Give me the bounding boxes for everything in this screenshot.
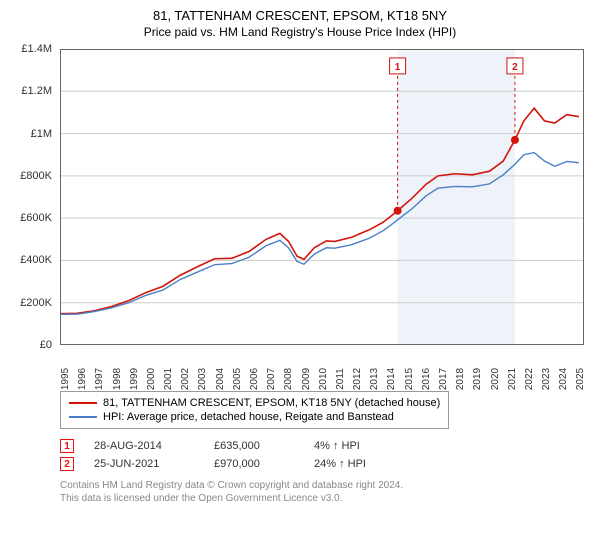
x-tick-label: 1999	[129, 368, 135, 390]
legend-label: HPI: Average price, detached house, Reig…	[103, 411, 394, 423]
chart-container: 81, TATTENHAM CRESCENT, EPSOM, KT18 5NY …	[0, 0, 600, 560]
legend: 81, TATTENHAM CRESCENT, EPSOM, KT18 5NY …	[60, 391, 449, 429]
x-tick-label: 2021	[507, 368, 513, 390]
x-tick-label: 2013	[369, 368, 375, 390]
transaction-marker: 2	[60, 457, 74, 471]
x-tick-label: 2009	[301, 368, 307, 390]
x-tick-label: 2025	[575, 368, 581, 390]
legend-label: 81, TATTENHAM CRESCENT, EPSOM, KT18 5NY …	[103, 397, 440, 409]
legend-item: 81, TATTENHAM CRESCENT, EPSOM, KT18 5NY …	[69, 396, 440, 410]
x-tick-label: 2022	[524, 368, 530, 390]
y-tick-label: £1M	[31, 128, 52, 140]
y-tick-label: £200K	[20, 297, 52, 309]
y-axis: £0£200K£400K£600K£800K£1M£1.2M£1.4M	[12, 45, 56, 345]
x-tick-label: 2012	[352, 368, 358, 390]
y-tick-label: £400K	[20, 254, 52, 266]
y-tick-label: £1.4M	[21, 43, 52, 55]
x-tick-label: 2016	[421, 368, 427, 390]
legend-swatch	[69, 416, 97, 418]
x-tick-label: 2000	[146, 368, 152, 390]
transaction-date: 28-AUG-2014	[94, 440, 194, 452]
x-tick-label: 2018	[455, 368, 461, 390]
transaction-marker: 1	[60, 439, 74, 453]
x-tick-label: 2001	[163, 368, 169, 390]
svg-text:1: 1	[395, 62, 401, 73]
x-tick-label: 2006	[249, 368, 255, 390]
x-tick-label: 2023	[541, 368, 547, 390]
plot-svg: 12	[60, 49, 584, 345]
transaction-row: 2 25-JUN-2021 £970,000 24% ↑ HPI	[60, 455, 584, 473]
y-tick-label: £800K	[20, 170, 52, 182]
x-tick-label: 2008	[283, 368, 289, 390]
footer-attribution: Contains HM Land Registry data © Crown c…	[60, 479, 584, 505]
x-tick-label: 2010	[318, 368, 324, 390]
x-axis: 1995199619971998199920002001200220032004…	[60, 345, 584, 385]
chart-area: £0£200K£400K£600K£800K£1M£1.2M£1.4M 12 1…	[12, 45, 588, 385]
x-tick-label: 1998	[112, 368, 118, 390]
x-tick-label: 2004	[215, 368, 221, 390]
transaction-delta: 4% ↑ HPI	[314, 440, 394, 452]
x-tick-label: 2005	[232, 368, 238, 390]
x-tick-label: 1995	[60, 368, 66, 390]
chart-title: 81, TATTENHAM CRESCENT, EPSOM, KT18 5NY	[12, 8, 588, 23]
x-tick-label: 2020	[490, 368, 496, 390]
x-tick-label: 1997	[94, 368, 100, 390]
x-tick-label: 2014	[386, 368, 392, 390]
x-tick-label: 2007	[266, 368, 272, 390]
transactions: 1 28-AUG-2014 £635,000 4% ↑ HPI 2 25-JUN-2021…	[60, 437, 584, 473]
x-tick-label: 2017	[438, 368, 444, 390]
y-tick-label: £1.2M	[21, 85, 52, 97]
transaction-row: 1 28-AUG-2014 £635,000 4% ↑ HPI	[60, 437, 584, 455]
x-tick-label: 2002	[180, 368, 186, 390]
x-tick-label: 1996	[77, 368, 83, 390]
legend-item: HPI: Average price, detached house, Reig…	[69, 410, 440, 424]
x-tick-label: 2011	[335, 368, 341, 390]
y-tick-label: £0	[40, 339, 52, 351]
transaction-price: £970,000	[214, 458, 294, 470]
transaction-price: £635,000	[214, 440, 294, 452]
y-tick-label: £600K	[20, 212, 52, 224]
x-tick-label: 2024	[558, 368, 564, 390]
transaction-date: 25-JUN-2021	[94, 458, 194, 470]
x-tick-label: 2015	[404, 368, 410, 390]
legend-swatch	[69, 402, 97, 404]
plot-area: 12	[60, 49, 584, 345]
x-tick-label: 2019	[472, 368, 478, 390]
svg-text:2: 2	[512, 62, 518, 73]
transaction-delta: 24% ↑ HPI	[314, 458, 394, 470]
chart-subtitle: Price paid vs. HM Land Registry's House …	[12, 25, 588, 39]
footer-line-1: Contains HM Land Registry data © Crown c…	[60, 479, 584, 492]
x-tick-label: 2003	[197, 368, 203, 390]
footer-line-2: This data is licensed under the Open Gov…	[60, 492, 584, 505]
